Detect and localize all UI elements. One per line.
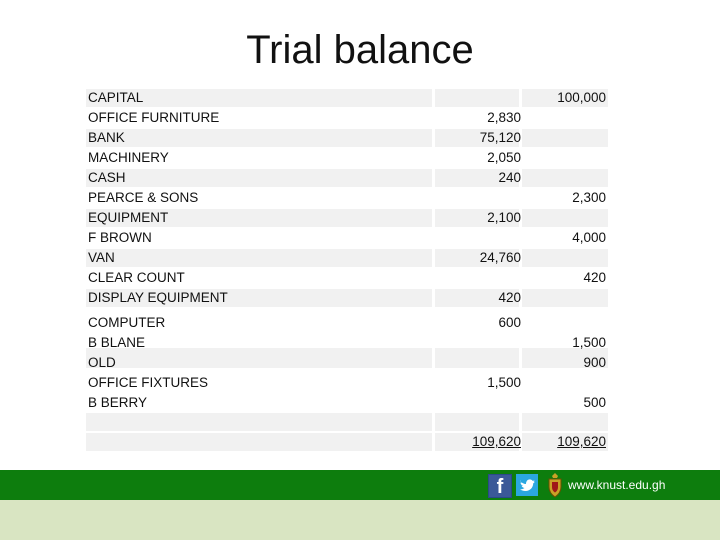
account-label: OFFICE FIXTURES bbox=[88, 375, 209, 390]
row-band bbox=[86, 209, 608, 227]
facebook-glyph: f bbox=[496, 476, 504, 498]
debit-value: 24,760 bbox=[479, 250, 521, 265]
credit-value: 4,000 bbox=[572, 230, 606, 245]
debit-value: 2,100 bbox=[487, 210, 521, 225]
crest-icon bbox=[546, 472, 564, 498]
account-label: PEARCE & SONS bbox=[88, 190, 199, 205]
row-band bbox=[86, 371, 608, 411]
account-label: CAPITAL bbox=[88, 90, 144, 105]
twitter-bird-shape bbox=[520, 479, 535, 491]
credit-total: 109,620 bbox=[557, 434, 606, 449]
trial-balance-table: CAPITAL OFFICE FURNITURE BANK MACHINERY … bbox=[86, 88, 608, 452]
debit-value: 2,050 bbox=[487, 150, 521, 165]
account-label: OLD bbox=[88, 355, 116, 370]
account-label: DISPLAY EQUIPMENT bbox=[88, 290, 228, 305]
row-band bbox=[86, 129, 608, 147]
credit-value: 900 bbox=[583, 355, 606, 370]
credit-value: 500 bbox=[583, 395, 606, 410]
credit-value: 100,000 bbox=[557, 90, 606, 105]
account-label: CASH bbox=[88, 170, 126, 185]
debit-value: 2,830 bbox=[487, 110, 521, 125]
page-title: Trial balance bbox=[246, 28, 474, 72]
debit-value: 240 bbox=[498, 170, 521, 185]
twitter-icon[interactable] bbox=[516, 474, 538, 496]
row-band bbox=[86, 149, 608, 167]
row-band bbox=[86, 289, 608, 307]
account-label: COMPUTER bbox=[88, 315, 166, 330]
debit-value: 75,120 bbox=[479, 130, 521, 145]
account-label: B BERRY bbox=[88, 395, 148, 410]
row-band bbox=[86, 348, 608, 368]
site-url[interactable]: www.knust.edu.gh bbox=[568, 478, 666, 492]
row-band bbox=[86, 249, 608, 267]
account-label: B BLANE bbox=[88, 335, 146, 350]
credit-value: 2,300 bbox=[572, 190, 606, 205]
debit-value: 420 bbox=[498, 290, 521, 305]
debit-value: 1,500 bbox=[487, 375, 521, 390]
debit-total: 109,620 bbox=[472, 434, 521, 449]
account-label: F BROWN bbox=[88, 230, 152, 245]
account-label: MACHINERY bbox=[88, 150, 169, 165]
total-band bbox=[86, 433, 608, 451]
footer-bar bbox=[0, 470, 720, 500]
account-label: BANK bbox=[88, 130, 125, 145]
row-band bbox=[86, 413, 608, 431]
row-band bbox=[86, 89, 608, 107]
account-label: EQUIPMENT bbox=[88, 210, 169, 225]
account-label: VAN bbox=[88, 250, 115, 265]
row-band bbox=[86, 169, 608, 187]
credit-value: 420 bbox=[583, 270, 606, 285]
footer-strip bbox=[0, 500, 720, 540]
row-band bbox=[86, 309, 608, 345]
crest-shape bbox=[548, 473, 562, 498]
account-label: CLEAR COUNT bbox=[88, 270, 185, 285]
account-label: OFFICE FURNITURE bbox=[88, 110, 220, 125]
facebook-icon[interactable]: f bbox=[488, 474, 512, 498]
row-band bbox=[86, 109, 608, 127]
debit-value: 600 bbox=[498, 315, 521, 330]
credit-value: 1,500 bbox=[572, 335, 606, 350]
